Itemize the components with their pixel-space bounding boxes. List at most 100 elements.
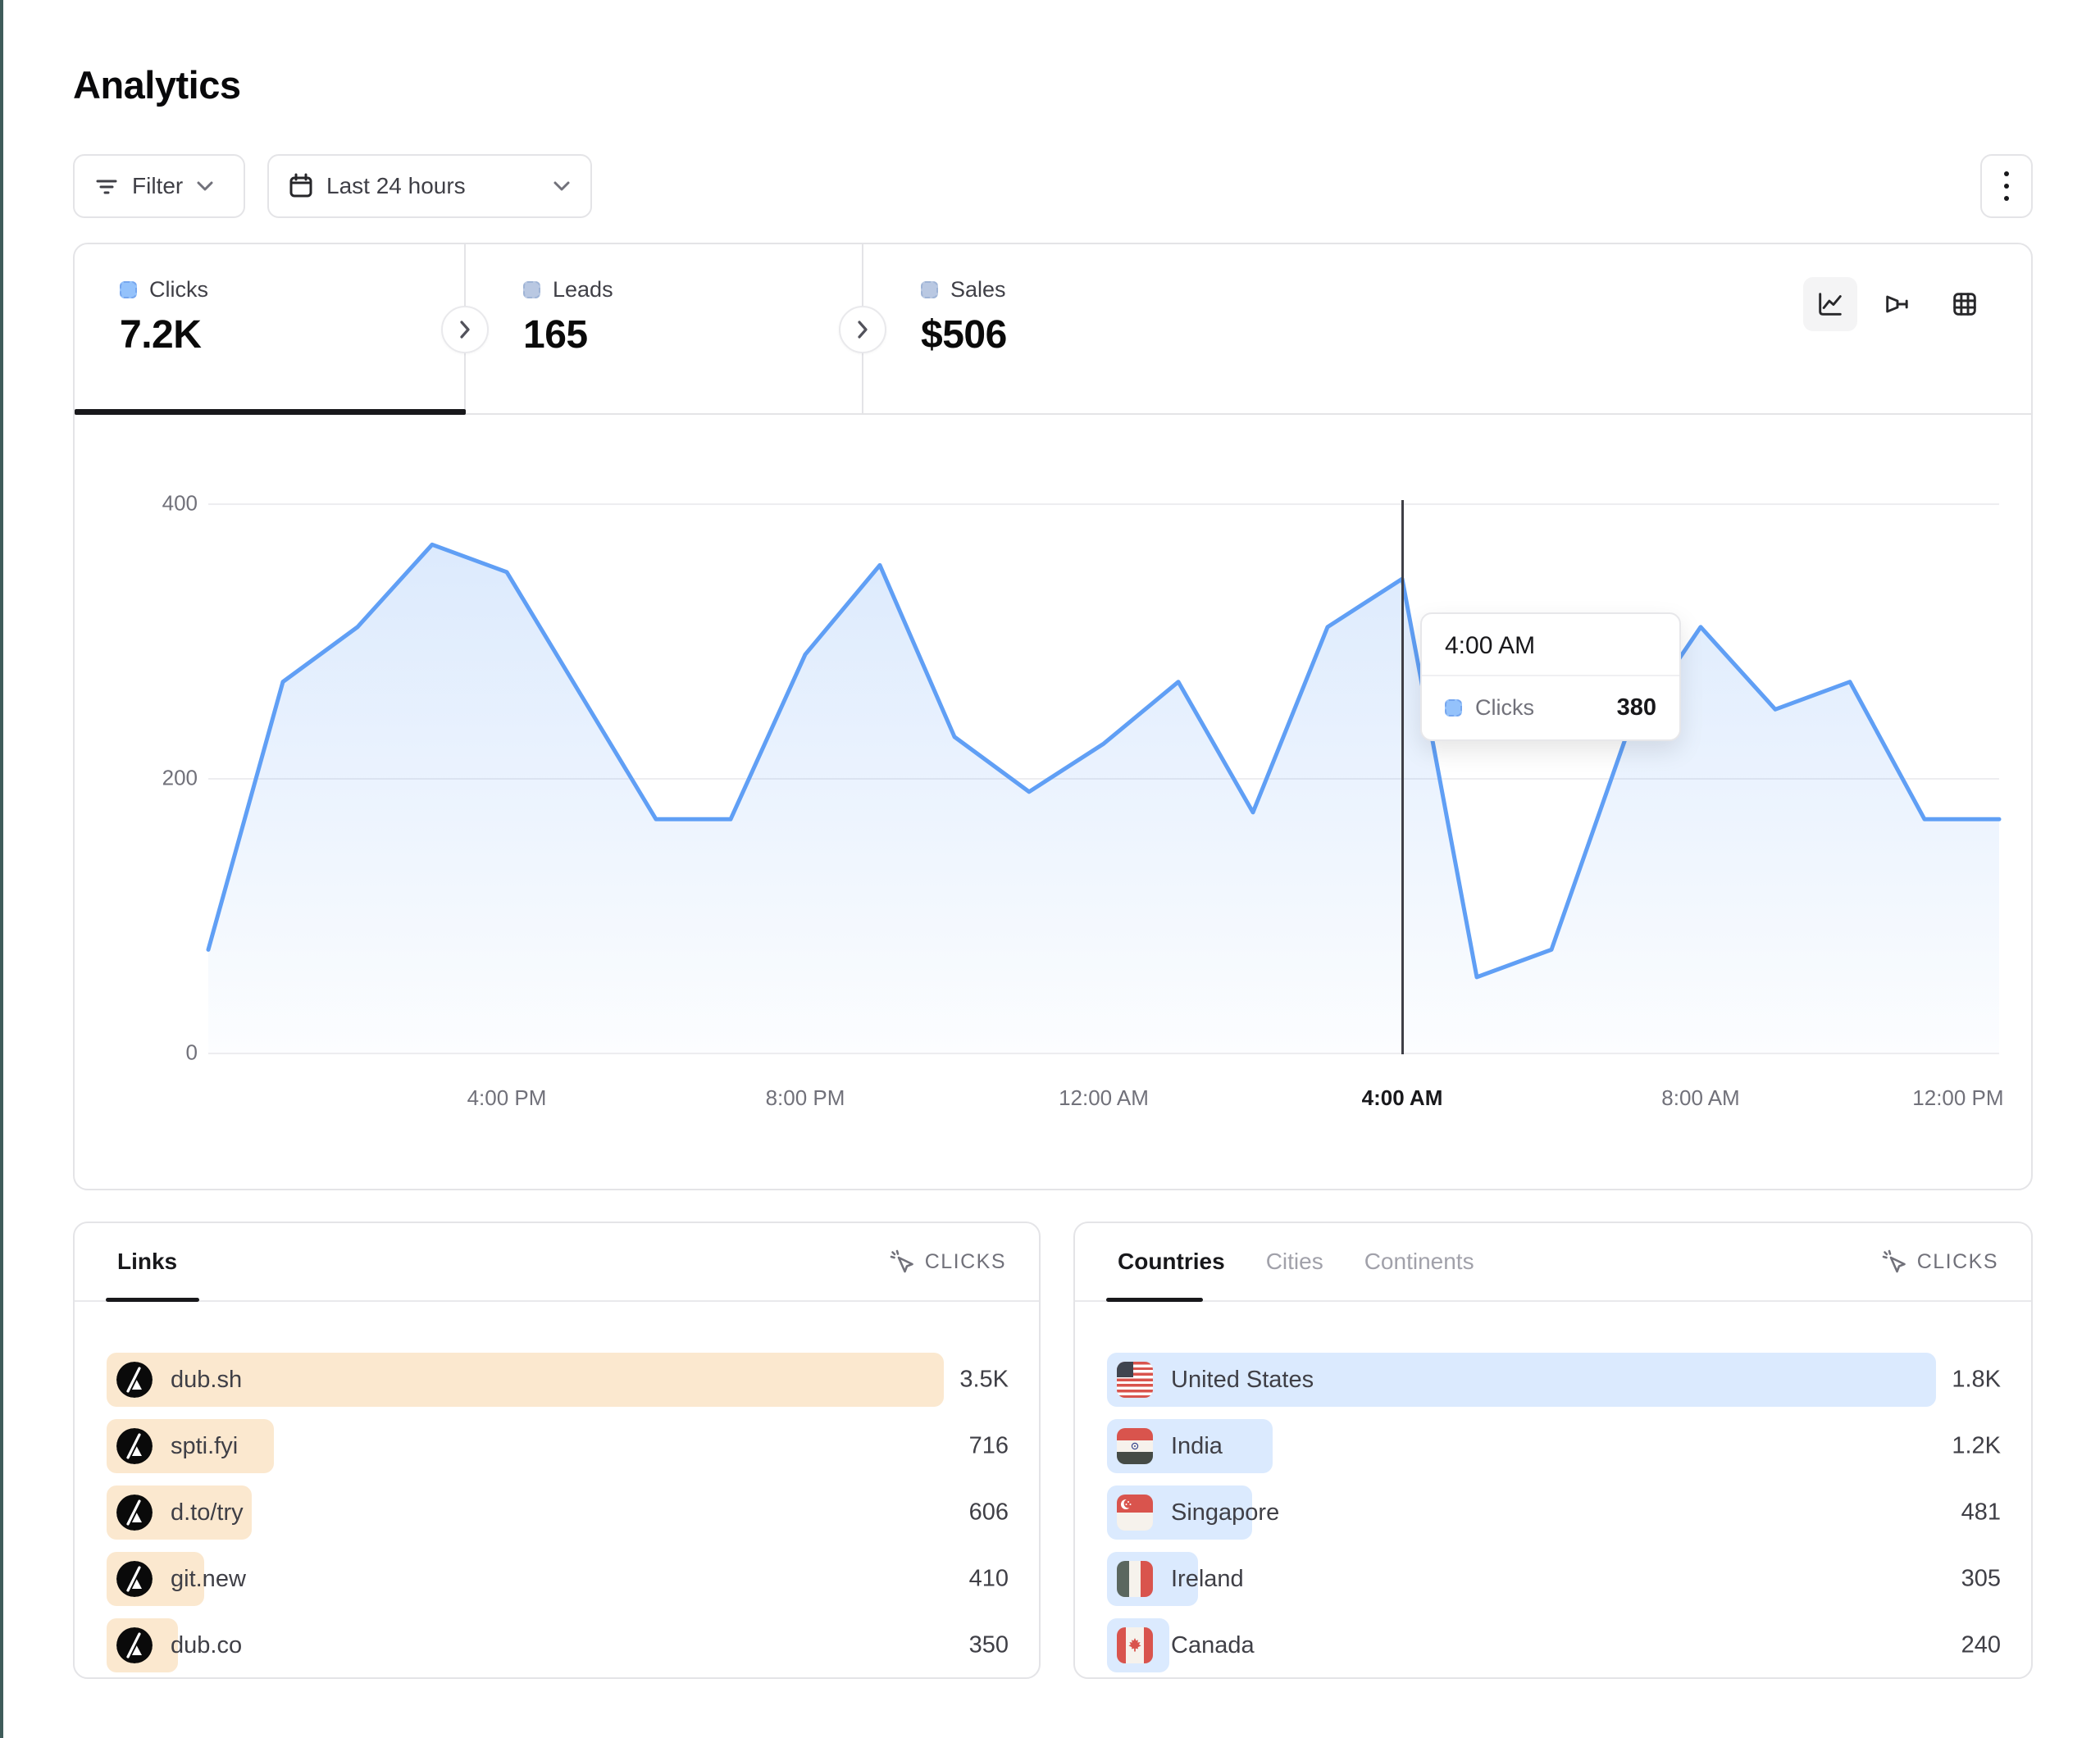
- active-tab-underline: [106, 1298, 199, 1302]
- country-label: Singapore: [1171, 1499, 1280, 1526]
- country-label: Canada: [1171, 1631, 1255, 1658]
- dub-logo-icon: [116, 1428, 153, 1464]
- dub-logo-icon: [116, 1362, 153, 1398]
- country-label: India: [1171, 1432, 1223, 1459]
- calendar-icon: [289, 173, 312, 198]
- filter-button[interactable]: Filter: [73, 154, 245, 218]
- tab-links[interactable]: Links: [117, 1249, 178, 1274]
- chevron-down-icon: [553, 181, 570, 191]
- active-tab-underline: [1106, 1298, 1203, 1302]
- country-row-united-states[interactable]: United States 1.8K: [1107, 1353, 2001, 1407]
- countries-metric-selector[interactable]: CLICKS: [1881, 1249, 1998, 1275]
- country-value: 305: [1961, 1565, 2001, 1592]
- link-value: 410: [968, 1565, 1009, 1592]
- stat-label: Sales: [950, 277, 1006, 302]
- india-flag-icon: [1117, 1428, 1153, 1464]
- chart-tooltip: 4:00 AM Clicks 380: [1420, 612, 1681, 741]
- bar: [107, 1353, 944, 1407]
- x-axis-tick: 4:00 AM: [1361, 1085, 1443, 1110]
- country-row-singapore[interactable]: Singapore 481: [1107, 1485, 2001, 1540]
- tooltip-time: 4:00 AM: [1445, 632, 1536, 659]
- divider: [1422, 675, 1679, 676]
- x-axis-tick: 12:00 AM: [1059, 1085, 1149, 1110]
- tab-cities[interactable]: Cities: [1265, 1249, 1323, 1274]
- links-list: dub.sh 3.5K spti.fyi 716 d.to/try 606: [107, 1353, 1009, 1685]
- dub-logo-icon: [116, 1561, 153, 1597]
- y-axis-tick: 400: [162, 490, 198, 516]
- link-value: 3.5K: [959, 1366, 1009, 1393]
- stat-value-sales: $506: [921, 313, 1007, 357]
- cursor-click-icon: [1882, 1249, 1906, 1273]
- analytics-card: Clicks 7.2K Leads 165: [73, 243, 2033, 1190]
- bar: [1107, 1353, 1936, 1407]
- country-label: Ireland: [1171, 1565, 1244, 1592]
- stat-label: Clicks: [149, 277, 208, 302]
- gridline-400: [208, 503, 1999, 505]
- link-row-git-new[interactable]: git.new 410: [107, 1552, 1009, 1606]
- clicks-legend-icon: [120, 281, 137, 298]
- link-label: git.new: [171, 1565, 246, 1592]
- leads-legend-icon: [523, 281, 540, 298]
- stat-value-leads: 165: [523, 313, 588, 357]
- date-range-label: Last 24 hours: [326, 173, 466, 198]
- link-label: dub.co: [171, 1631, 243, 1658]
- kebab-icon: [2004, 171, 2009, 201]
- stat-tab-clicks[interactable]: Clicks 7.2K: [75, 244, 466, 413]
- hover-crosshair: [1401, 500, 1404, 1054]
- country-label: United States: [1171, 1366, 1314, 1393]
- chevron-down-icon: [197, 181, 213, 191]
- chevron-right-icon: [460, 321, 470, 339]
- tab-continents[interactable]: Continents: [1364, 1249, 1474, 1274]
- country-row-ireland[interactable]: Ireland 305: [1107, 1552, 2001, 1606]
- expand-leads-chevron[interactable]: [839, 306, 886, 353]
- canada-flag-icon: [1117, 1627, 1153, 1663]
- table-view-button[interactable]: [1938, 277, 1992, 331]
- stat-tab-sales[interactable]: Sales $506: [863, 244, 1261, 413]
- link-row-dub-co[interactable]: dub.co 350: [107, 1618, 1009, 1672]
- country-value: 481: [1961, 1499, 2001, 1526]
- countries-panel: Countries Cities Continents CLICKS: [1073, 1222, 2033, 1679]
- countries-list: United States 1.8K India 1.2K: [1107, 1353, 2001, 1685]
- y-axis-tick: 0: [185, 1040, 198, 1065]
- link-value: 350: [968, 1631, 1009, 1658]
- country-row-india[interactable]: India 1.2K: [1107, 1419, 2001, 1473]
- chevron-right-icon: [858, 321, 868, 339]
- country-value: 1.8K: [1952, 1366, 2001, 1393]
- country-value: 240: [1961, 1631, 2001, 1658]
- links-metric-label: CLICKS: [924, 1249, 1006, 1273]
- link-label: dub.sh: [171, 1366, 243, 1393]
- funnel-view-button[interactable]: [1870, 277, 1925, 331]
- countries-metric-label: CLICKS: [1916, 1249, 1998, 1273]
- link-row-dub-sh[interactable]: dub.sh 3.5K: [107, 1353, 1009, 1407]
- area-chart-svg: [206, 542, 2002, 1053]
- x-axis-tick: 4:00 PM: [467, 1085, 547, 1110]
- area-chart-plot[interactable]: [206, 503, 2002, 1053]
- line-chart-view-button[interactable]: [1803, 277, 1857, 331]
- links-metric-selector[interactable]: CLICKS: [889, 1249, 1006, 1275]
- sales-legend-icon: [921, 281, 938, 298]
- link-value: 716: [968, 1432, 1009, 1459]
- more-options-button[interactable]: [1980, 154, 2033, 218]
- page-title: Analytics: [73, 63, 241, 107]
- expand-clicks-chevron[interactable]: [441, 306, 489, 353]
- link-row-d-to-try[interactable]: d.to/try 606: [107, 1485, 1009, 1540]
- chart-line: [206, 542, 2002, 980]
- country-row-canada[interactable]: Canada 240: [1107, 1618, 2001, 1672]
- us-flag-icon: [1117, 1362, 1153, 1398]
- dub-logo-icon: [116, 1495, 153, 1531]
- stat-tab-leads[interactable]: Leads 165: [466, 244, 863, 413]
- chart-view-switcher: [1803, 277, 1992, 331]
- tooltip-value: 380: [1616, 694, 1656, 721]
- tooltip-series-label: Clicks: [1475, 695, 1534, 720]
- chart-area-fill: [208, 544, 1999, 1053]
- stats-row: Clicks 7.2K Leads 165: [75, 244, 2031, 415]
- y-axis-tick: 200: [162, 765, 198, 790]
- x-axis-tick: 8:00 PM: [765, 1085, 845, 1110]
- dub-logo-icon: [116, 1627, 153, 1663]
- link-row-spti-fyi[interactable]: spti.fyi 716: [107, 1419, 1009, 1473]
- tab-countries[interactable]: Countries: [1118, 1249, 1225, 1274]
- link-value: 606: [968, 1499, 1009, 1526]
- date-range-button[interactable]: Last 24 hours: [267, 154, 592, 218]
- filter-button-label: Filter: [132, 173, 184, 198]
